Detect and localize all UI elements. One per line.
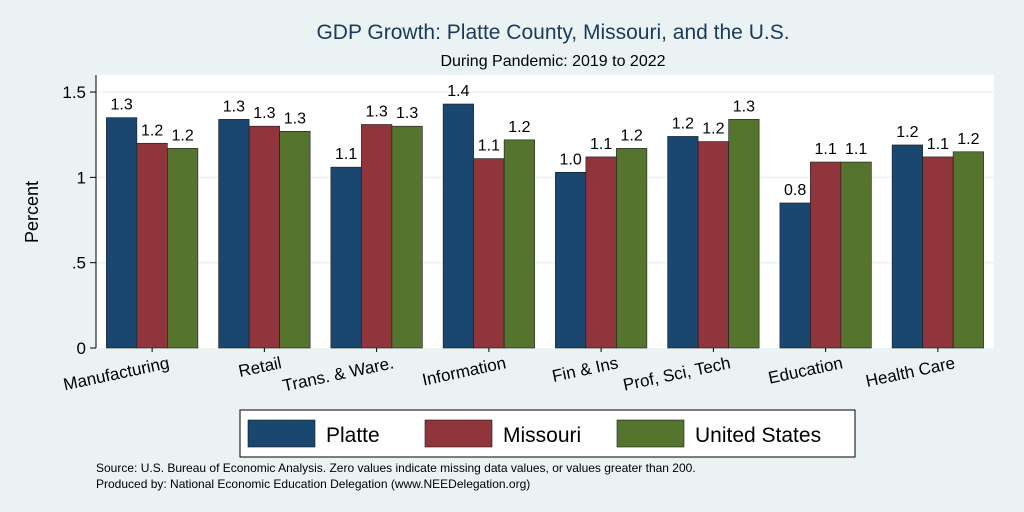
data-label: 1.2 bbox=[621, 127, 643, 144]
bar bbox=[810, 161, 842, 349]
bars bbox=[106, 103, 984, 349]
y-tick-label: 1.5 bbox=[62, 83, 86, 102]
data-label: 1.3 bbox=[366, 103, 388, 120]
bar bbox=[136, 142, 168, 349]
data-label: 1.3 bbox=[253, 105, 275, 122]
data-label: 1.0 bbox=[560, 151, 582, 168]
data-label: 1.2 bbox=[896, 124, 918, 141]
data-label: 1.1 bbox=[815, 141, 837, 158]
data-label: 1.2 bbox=[172, 127, 194, 144]
y-tick-label: 0 bbox=[77, 339, 86, 358]
bar bbox=[503, 139, 535, 349]
legend-label: Platte bbox=[326, 424, 380, 447]
bar bbox=[167, 148, 199, 349]
bar bbox=[952, 151, 984, 349]
bar bbox=[922, 156, 954, 349]
data-label: 1.3 bbox=[284, 110, 306, 127]
data-label: 1.3 bbox=[396, 105, 418, 122]
legend-label: United States bbox=[695, 424, 821, 447]
legend-swatch bbox=[616, 419, 685, 448]
bar bbox=[555, 171, 587, 349]
bar bbox=[248, 125, 280, 349]
bar bbox=[391, 125, 423, 349]
data-label: 1.4 bbox=[447, 83, 469, 100]
data-label: 1.2 bbox=[141, 122, 163, 139]
bar bbox=[891, 144, 923, 349]
legend-box bbox=[239, 409, 856, 458]
bar bbox=[473, 158, 505, 349]
y-tick-label: .5 bbox=[72, 254, 86, 273]
data-labels: 1.3 1.2 1.2 1.3 1.3 1.3 1.1 1.3 1.3 1.4 1.1 1.2 1.0 1… bbox=[111, 83, 980, 199]
bar bbox=[616, 148, 648, 349]
chart-title: GDP Growth: Platte County, Missouri, and… bbox=[316, 21, 789, 44]
bar bbox=[106, 117, 138, 349]
chart-subtitle: During Pandemic: 2019 to 2022 bbox=[440, 53, 665, 70]
legend-label: Missouri bbox=[503, 424, 581, 447]
bar bbox=[330, 166, 362, 349]
data-label: 1.3 bbox=[111, 97, 133, 114]
bar bbox=[585, 156, 617, 349]
data-label: 0.8 bbox=[784, 182, 806, 199]
bar bbox=[361, 124, 393, 349]
bar bbox=[840, 161, 872, 349]
y-axis-label: Percent bbox=[22, 181, 42, 243]
data-label: 1.3 bbox=[733, 98, 755, 115]
data-label: 1.1 bbox=[845, 141, 867, 158]
data-label: 1.1 bbox=[335, 146, 357, 163]
legend-swatch bbox=[424, 419, 493, 448]
legend-items: Platte Missouri United States bbox=[247, 419, 821, 448]
data-label: 1.1 bbox=[478, 138, 500, 155]
data-label: 1.3 bbox=[223, 98, 245, 115]
y-tick-label: 1 bbox=[77, 168, 86, 187]
data-label: 1.1 bbox=[927, 136, 949, 153]
bar bbox=[442, 103, 474, 349]
bar bbox=[697, 141, 729, 349]
bar bbox=[218, 119, 250, 349]
bar bbox=[667, 136, 699, 349]
source-note: Source: U.S. Bureau of Economic Analysis… bbox=[96, 461, 696, 475]
bar bbox=[728, 119, 760, 349]
bar bbox=[779, 202, 811, 349]
data-label: 1.2 bbox=[702, 121, 724, 138]
y-axis-ticks: 0 .5 1 1.5 bbox=[62, 83, 96, 358]
bar bbox=[279, 131, 311, 349]
data-label: 1.1 bbox=[590, 136, 612, 153]
data-label: 1.2 bbox=[957, 131, 979, 148]
produced-by-note: Produced by: National Economic Education… bbox=[96, 477, 530, 491]
legend-swatch bbox=[247, 419, 316, 448]
legend: Platte Missouri United States bbox=[239, 409, 856, 458]
data-label: 1.2 bbox=[672, 115, 694, 132]
data-label: 1.2 bbox=[508, 119, 530, 136]
